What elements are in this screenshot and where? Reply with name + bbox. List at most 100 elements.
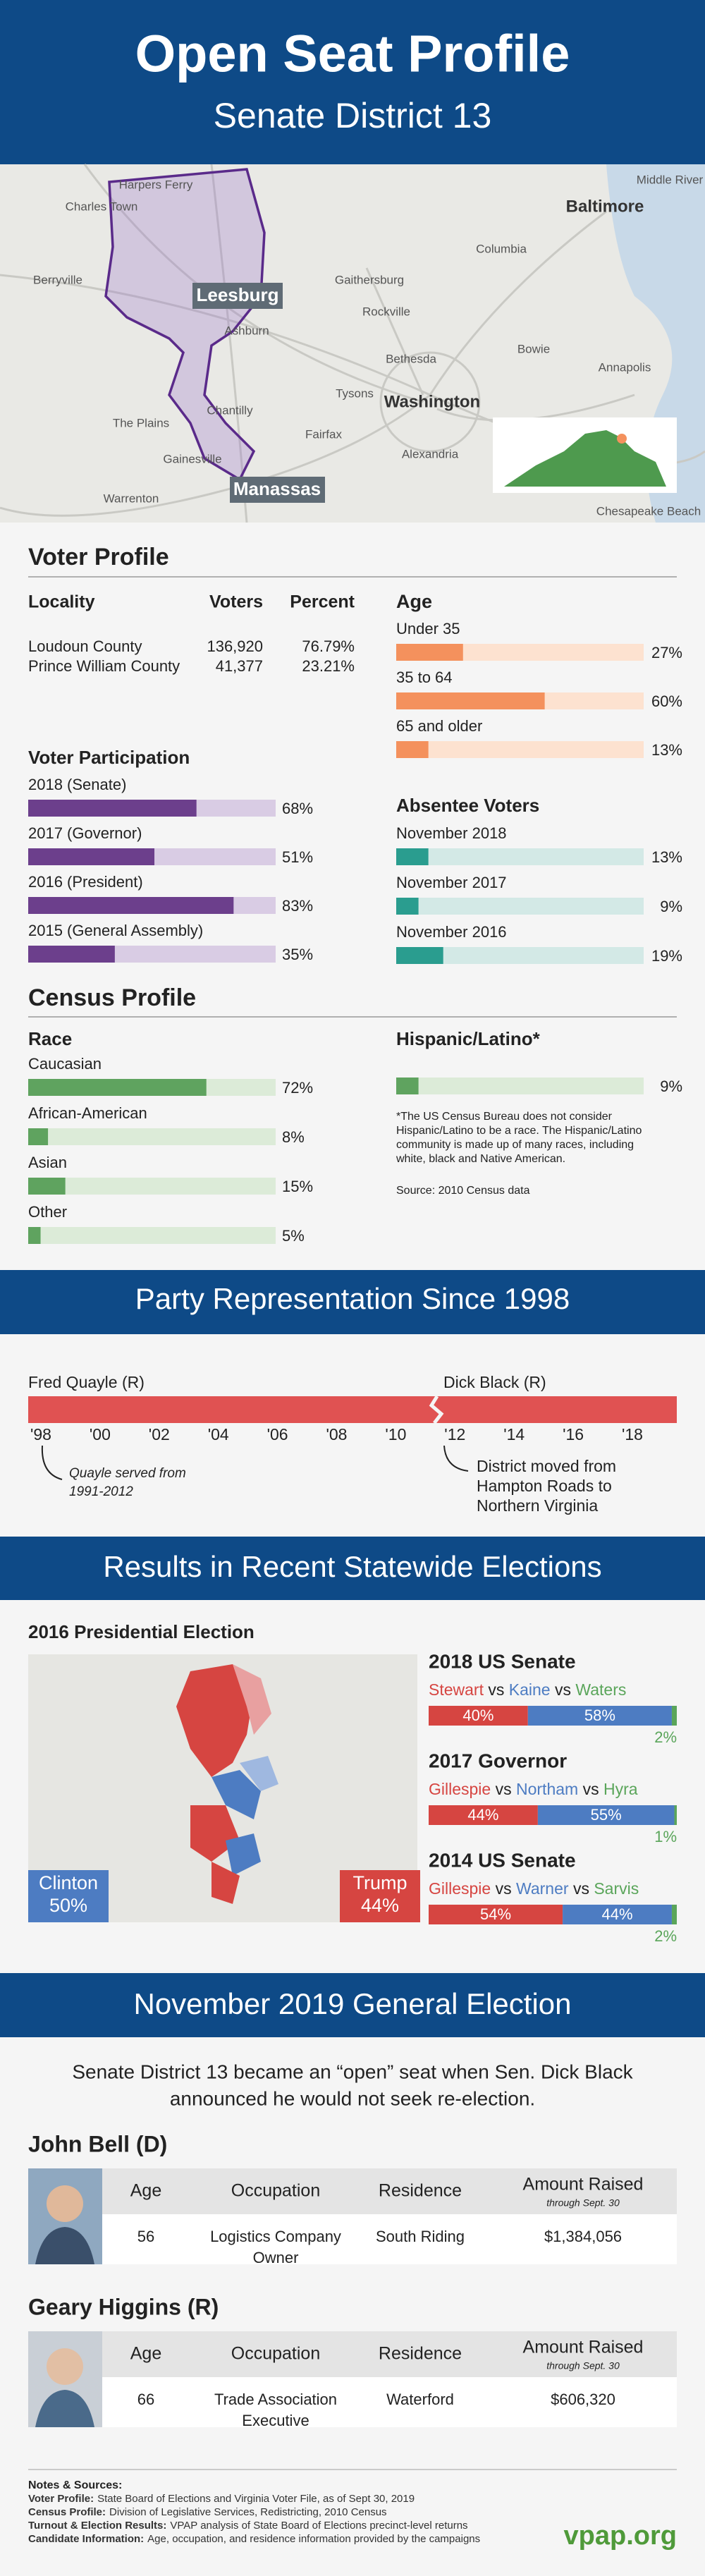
table-row	[102, 2214, 677, 2264]
bar	[396, 692, 545, 709]
callout-box	[192, 283, 283, 309]
map-label: Annapolis	[599, 360, 651, 374]
table-cell: Executive	[242, 2412, 309, 2429]
footnote: white, black and Native American.	[396, 1153, 565, 1165]
bar-label: Other	[28, 1203, 67, 1221]
note-label: Candidate Information:	[28, 2533, 144, 2545]
timeline-break	[429, 1395, 444, 1424]
arrow	[443, 1445, 469, 1472]
map-label: The Plains	[113, 416, 169, 429]
race-title: 2017 Governor	[429, 1750, 567, 1771]
note-text: State Board of Elections and Virginia Vo…	[97, 2493, 415, 2505]
bar	[28, 946, 115, 963]
note-label: Turnout & Election Results:	[28, 2520, 166, 2532]
bar	[396, 898, 419, 915]
district-marker	[617, 434, 627, 444]
bar-label: 2018 (Senate)	[28, 776, 126, 793]
map-label: Middle River	[637, 173, 704, 186]
member-name: Fred Quayle (R)	[28, 1373, 145, 1391]
candidate-photo	[28, 2168, 102, 2264]
source: Source: 2010 Census data	[396, 1185, 530, 1197]
map-label: Columbia	[476, 242, 527, 255]
bar-value: 13%	[651, 741, 682, 759]
bar	[28, 800, 197, 817]
bar-label: Under 35	[396, 620, 460, 637]
bar	[28, 1128, 49, 1145]
bar	[396, 741, 429, 758]
table-cell: Logistics Company	[210, 2228, 341, 2245]
note-line: Candidate Information: Age, occupation, a…	[28, 2533, 480, 2545]
result-box	[340, 1870, 420, 1922]
year-label: '08	[326, 1425, 348, 1443]
result-bar	[429, 1905, 563, 1924]
member-name: Dick Black (R)	[443, 1373, 546, 1391]
table-cell: 41,377	[216, 657, 263, 675]
band-title: Party Representation Since 1998	[135, 1282, 570, 1315]
footnote: *The US Census Bureau does not consider	[396, 1111, 613, 1123]
result-value: 58%	[584, 1707, 615, 1724]
header-band	[0, 0, 705, 164]
intro: announced he would not seek re-election.	[170, 2087, 535, 2109]
table-cell: $606,320	[551, 2391, 615, 2408]
result-value: 50%	[49, 1895, 87, 1916]
separator: vs	[551, 1680, 576, 1699]
table-cell: 23.21%	[302, 657, 355, 675]
table-cell: 56	[137, 2228, 154, 2245]
year-label: '10	[385, 1425, 406, 1443]
map-label: Bowie	[517, 342, 550, 355]
result-value: 1%	[654, 1828, 677, 1845]
result-value: 44%	[601, 1905, 632, 1923]
year-label: '00	[90, 1425, 111, 1443]
group-title: Race	[28, 1028, 72, 1049]
result-bar	[563, 1905, 672, 1924]
column-header: Amount Raised	[523, 2338, 644, 2357]
separator: vs	[491, 1780, 516, 1798]
map-label: Baltimore	[566, 197, 644, 216]
arrow	[41, 1445, 63, 1480]
note-line: Census Profile: Division of Legislative S…	[28, 2506, 387, 2518]
bar-label: November 2016	[396, 923, 507, 941]
table-cell: 136,920	[207, 637, 263, 655]
result-bar	[537, 1805, 675, 1825]
bar	[28, 1079, 207, 1096]
year-label: '98	[30, 1425, 51, 1443]
candidate-name: Northam	[516, 1780, 578, 1798]
section-band	[0, 1270, 705, 1334]
column-header: Residence	[379, 2344, 462, 2364]
bar-label: November 2017	[396, 874, 507, 891]
separator: vs	[569, 1879, 594, 1898]
roads	[0, 164, 705, 523]
bar-track	[396, 898, 644, 915]
table-cell: 76.79%	[302, 637, 355, 655]
map-callout: Manassas	[233, 478, 321, 499]
note-line: Turnout & Election Results: VPAP analysis…	[28, 2520, 468, 2532]
map-label: Gainesville	[163, 452, 221, 465]
bar-track	[28, 1178, 276, 1195]
map-label: Bethesda	[386, 352, 436, 365]
bar-label: 2016 (President)	[28, 873, 143, 891]
map-label: Fairfax	[305, 427, 342, 441]
candidate-name: Hyra	[603, 1780, 638, 1798]
race-candidates: Gillespie vs Northam vs Hyra	[429, 1780, 638, 1798]
table-row	[102, 2377, 677, 2427]
separator: vs	[578, 1780, 603, 1798]
brand: vpap.org	[564, 2521, 677, 2551]
result-bar	[527, 1706, 672, 1726]
column-header: Percent	[290, 592, 355, 612]
result-value: 2%	[654, 1927, 677, 1945]
map-label: Rockville	[362, 305, 410, 318]
footnote: community is made up of many races, incl…	[396, 1139, 634, 1151]
note-label: Census Profile:	[28, 2506, 106, 2518]
candidate-name: Waters	[575, 1680, 626, 1699]
annotation: District moved from	[477, 1457, 616, 1475]
bar-track	[28, 1128, 276, 1145]
annotation: Quayle served from	[69, 1466, 186, 1481]
candidate-photo	[28, 2331, 102, 2427]
year-label: '04	[208, 1425, 229, 1443]
bar	[28, 1227, 41, 1244]
column-header: Locality	[28, 592, 95, 612]
band-title: Results in Recent Statewide Elections	[103, 1550, 601, 1583]
result-value: 2%	[654, 1728, 677, 1746]
bar-value: 60%	[651, 692, 682, 710]
precinct-shapes	[176, 1664, 278, 1904]
